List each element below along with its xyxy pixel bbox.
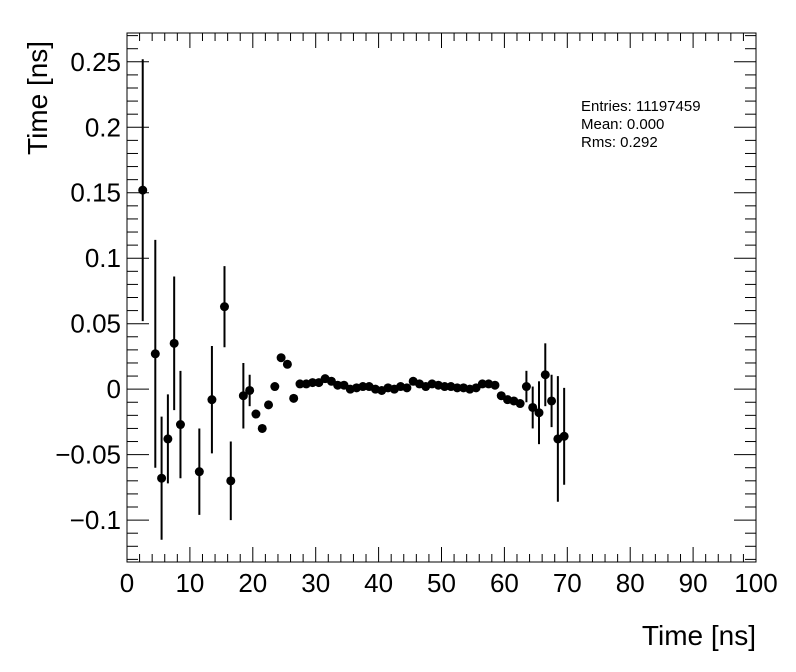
data-point <box>521 382 531 392</box>
data-point <box>219 302 229 312</box>
error-bars <box>141 59 566 540</box>
data-point <box>358 382 368 392</box>
data-point <box>163 434 173 444</box>
data-point <box>264 400 274 410</box>
data-point <box>169 338 179 348</box>
data-point <box>276 353 286 363</box>
data-points <box>138 185 569 486</box>
data-point <box>150 349 160 359</box>
y-tick-label: 0.2 <box>85 112 121 142</box>
y-tick-label: −0.1 <box>70 505 121 535</box>
data-point <box>251 409 261 419</box>
data-point <box>333 380 343 390</box>
data-point <box>402 383 412 393</box>
data-point <box>194 467 204 477</box>
data-point <box>440 382 450 392</box>
stats-box: Entries: 11197459 Mean: 0.000 Rms: 0.292 <box>581 98 701 152</box>
y-tick-label: 0.1 <box>85 243 121 273</box>
x-tick-label: 90 <box>679 568 708 598</box>
x-tick-label: 60 <box>490 568 519 598</box>
data-point <box>207 395 217 405</box>
data-point <box>282 359 292 369</box>
data-point <box>295 379 305 389</box>
data-point <box>540 370 550 380</box>
x-tick-label: 100 <box>734 568 777 598</box>
y-tick-label: 0.05 <box>70 309 121 339</box>
data-point <box>477 379 487 389</box>
data-point <box>559 431 569 441</box>
data-point <box>289 393 299 403</box>
y-tick-label: 0.25 <box>70 47 121 77</box>
data-point <box>257 423 267 433</box>
data-point <box>238 391 248 401</box>
stats-entries: Entries: 11197459 <box>581 98 701 115</box>
data-point <box>490 380 500 390</box>
data-point <box>547 396 557 406</box>
y-axis-label: Time [ns] <box>22 40 53 155</box>
x-axis-label: Time [ns] <box>641 620 756 651</box>
data-point <box>528 402 538 412</box>
y-tick-label: 0.15 <box>70 178 121 208</box>
x-tick-label: 50 <box>427 568 456 598</box>
y-tick-label: −0.05 <box>55 440 121 470</box>
data-point <box>175 420 185 430</box>
data-point <box>157 473 167 483</box>
data-point <box>245 385 255 395</box>
data-point <box>452 383 462 393</box>
data-point <box>515 399 525 409</box>
data-point <box>534 408 544 418</box>
data-point <box>270 382 280 392</box>
stats-mean: Mean: 0.000 <box>581 116 665 133</box>
data-point <box>138 185 148 195</box>
axis-ticks <box>126 33 757 562</box>
stats-rms: Rms: 0.292 <box>581 134 658 151</box>
x-tick-label: 10 <box>175 568 204 598</box>
x-tick-label: 30 <box>301 568 330 598</box>
data-point <box>226 476 236 486</box>
axis-tick-labels: 0 10 20 30 40 50 60 70 80 90 100 −0.1 −0.05 0 0.05 0.1 0… <box>55 47 777 598</box>
x-tick-label: 20 <box>238 568 267 598</box>
x-tick-label: 0 <box>120 568 134 598</box>
x-tick-label: 40 <box>364 568 393 598</box>
data-point <box>308 378 318 388</box>
y-tick-label: 0 <box>107 374 121 404</box>
x-tick-label: 70 <box>553 568 582 598</box>
x-tick-label: 80 <box>616 568 645 598</box>
